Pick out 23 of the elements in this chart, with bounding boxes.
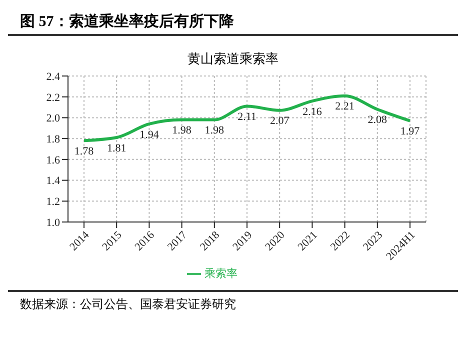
data-label: 1.98 bbox=[204, 124, 225, 137]
chart-title: 图 57：索道乘坐率疫后有所下降 bbox=[8, 8, 458, 36]
chart-subtitle: 黄山索道乘索率 bbox=[186, 51, 280, 68]
y-tick-label: 1.2 bbox=[46, 196, 60, 208]
legend-label: 乘索率 bbox=[204, 267, 238, 280]
y-tick-label: 1.0 bbox=[46, 216, 60, 229]
y-tick-label: 2.0 bbox=[46, 112, 60, 125]
data-label: 2.08 bbox=[368, 114, 388, 126]
y-tick-label: 1.8 bbox=[46, 133, 60, 146]
y-tick-label: 1.4 bbox=[46, 175, 60, 188]
data-label: 1.78 bbox=[74, 145, 94, 158]
y-tick-label: 1.6 bbox=[46, 154, 60, 166]
data-label: 2.16 bbox=[302, 106, 322, 118]
data-label: 1.98 bbox=[172, 124, 192, 137]
y-tick-label: 2.4 bbox=[46, 70, 60, 83]
data-label: 1.81 bbox=[106, 142, 126, 154]
data-label: 1.94 bbox=[140, 128, 160, 141]
data-label: 2.07 bbox=[270, 115, 290, 128]
data-label: 2.11 bbox=[238, 111, 256, 124]
data-label: 2.21 bbox=[335, 100, 354, 113]
data-label: 1.97 bbox=[400, 126, 420, 138]
source-note: 数据来源：公司公告、国泰君安证券研究 bbox=[8, 290, 458, 313]
y-tick-label: 2.2 bbox=[46, 92, 60, 104]
